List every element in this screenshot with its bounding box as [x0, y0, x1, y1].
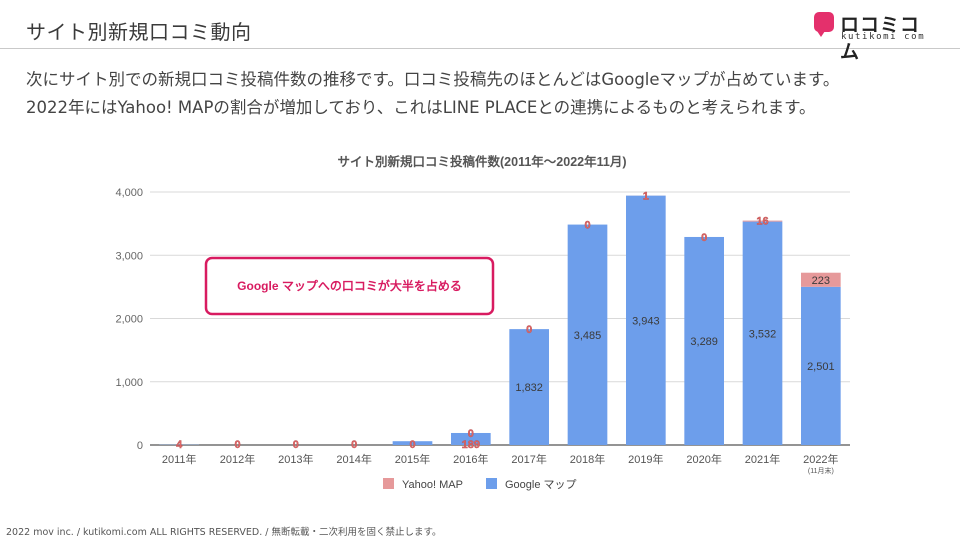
data-label-yahoo-map: 0 [468, 428, 474, 440]
data-label-google-maps: 3,289 [690, 336, 718, 348]
bar-google-maps [567, 224, 608, 445]
y-tick-label: 4,000 [115, 187, 143, 199]
bar-yahoo-map [801, 272, 841, 287]
lead-text: 次にサイト別での新規口コミ投稿件数の推移です。口コミ投稿先のほとんどはGoogl… [26, 66, 946, 122]
data-label-google-maps: 3,532 [749, 328, 777, 340]
x-tick-label: 2012年 [220, 452, 255, 466]
x-tick-label: 2011年 [162, 452, 197, 466]
data-label-google-maps: 0 [234, 439, 240, 451]
lead-line-2: 2022年にはYahoo! MAPの割合が増加しており、これはLINE PLAC… [26, 98, 816, 117]
speech-bubble-icon [814, 12, 834, 37]
x-tick-label: 2015年 [395, 452, 430, 466]
copyright-footer: 2022 mov inc. / kutikomi.com ALL RIGHTS … [6, 527, 442, 538]
x-tick-label: 2021年 [745, 452, 780, 466]
data-label-yahoo-map: 0 [584, 220, 590, 232]
legend-swatch [486, 478, 497, 489]
x-tick-sublabel: (11月末) [808, 466, 834, 475]
data-label-google-maps: 1,832 [515, 382, 543, 394]
data-label-google-maps: 4 [176, 439, 183, 451]
logo-wordmark: ロコミコム [840, 14, 921, 63]
chart-title: サイト別新規口コミ投稿件数(2011年～2022年11月) [338, 154, 627, 169]
data-label-yahoo-map: 0 [526, 324, 532, 336]
legend-swatch [383, 478, 394, 489]
data-label-google-maps: 0 [351, 439, 357, 451]
legend-label: Google マップ [505, 478, 577, 491]
kutikomi-logo: ロコミコム kutikomi com [814, 10, 934, 63]
data-label-yahoo-map: 1 [643, 191, 649, 203]
bar-google-maps [742, 221, 783, 445]
x-tick-label: 2014年 [336, 452, 371, 466]
data-label-google-maps: 3,943 [632, 315, 660, 327]
y-tick-label: 0 [137, 440, 143, 452]
lead-line-1: 次にサイト別での新規口コミ投稿件数の推移です。口コミ投稿先のほとんどはGoogl… [26, 70, 840, 89]
y-tick-label: 2,000 [115, 314, 143, 326]
data-label-google-maps: 2,501 [807, 361, 835, 373]
x-tick-label: 2013年 [278, 452, 313, 466]
data-label-google-maps: 0 [409, 439, 415, 451]
legend-label: Yahoo! MAP [402, 479, 463, 491]
x-tick-label: 2016年 [453, 452, 488, 466]
data-label-google-maps: 0 [293, 439, 299, 451]
x-tick-label: 2019年 [628, 452, 663, 466]
y-tick-label: 1,000 [115, 377, 143, 389]
y-tick-label: 3,000 [115, 250, 143, 262]
data-label-yahoo-map: 0 [701, 232, 707, 244]
slide-title: サイト別新規口コミ動向 [26, 20, 252, 44]
x-tick-label: 2018年 [570, 452, 605, 466]
x-tick-label: 2020年 [686, 452, 721, 466]
bar-google-maps [626, 195, 666, 445]
bar-google-maps [684, 236, 724, 445]
x-tick-label: 2017年 [511, 452, 546, 466]
bar-yahoo-map [742, 220, 783, 222]
bar-google-maps [801, 286, 841, 445]
data-label-google-maps: 189 [462, 439, 480, 451]
bar-google-maps [392, 441, 433, 445]
annotation-box [204, 256, 495, 316]
bar-google-maps [451, 432, 491, 445]
data-label-google-maps: 3,485 [574, 330, 602, 342]
annotation-text: Google マップへの口コミが大半を占める [237, 278, 462, 293]
logo-subtext: kutikomi com [841, 32, 926, 42]
data-label-yahoo-map: 223 [812, 275, 830, 287]
bar-google-maps [509, 329, 549, 445]
title-divider [0, 48, 960, 49]
x-tick-label: 2022年 [803, 452, 838, 466]
data-label-yahoo-map: 16 [756, 216, 768, 228]
